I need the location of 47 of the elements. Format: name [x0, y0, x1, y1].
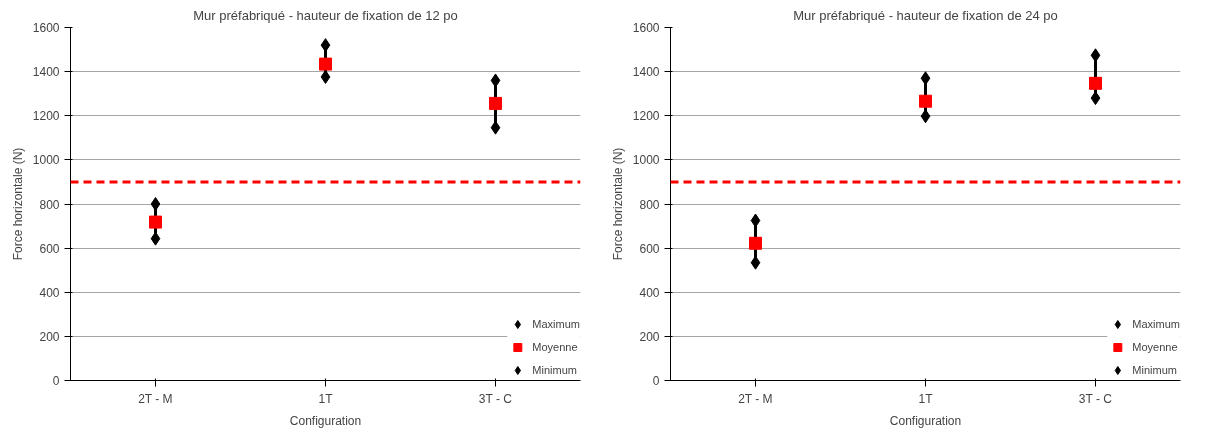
y-tick-label: 800 [39, 197, 60, 212]
point [1089, 76, 1102, 90]
y-axis-title: Force horizontale (N) [10, 147, 25, 261]
legend-label: Maximum [1132, 318, 1180, 330]
x-axis-title: Configuration [289, 413, 362, 428]
chart-title: Mur préfabriqué - hauteur de fixation de 12 po [193, 7, 458, 23]
legend-label: Moyenne [532, 341, 578, 353]
y-tick-label: 400 [639, 285, 660, 300]
point [919, 94, 932, 108]
legend-label: Moyenne [1132, 341, 1178, 353]
point [319, 57, 332, 71]
x-tick-label: 3T - C [478, 391, 513, 406]
y-tick-label: 200 [639, 329, 660, 344]
point [920, 109, 931, 124]
point [749, 236, 762, 250]
legend-label: Minimum [532, 364, 577, 376]
legend-label: Minimum [1132, 364, 1177, 376]
point [750, 213, 761, 228]
y-tick-label: 200 [39, 329, 60, 344]
y-tick-label: 1400 [32, 65, 60, 80]
y-tick-label: 0 [52, 374, 60, 388]
x-tick-label: 1T [318, 391, 334, 406]
y-tick-label: 1600 [632, 21, 660, 35]
point [149, 215, 162, 229]
y-tick-label: 1200 [632, 109, 660, 124]
y-tick-label: 1400 [632, 65, 660, 80]
y-tick-label: 400 [39, 285, 60, 300]
point [1090, 91, 1101, 106]
y-tick-label: 600 [39, 241, 60, 256]
chart-title: Mur préfabriqué - hauteur de fixation de 24 po [793, 7, 1058, 23]
point [489, 96, 502, 110]
point [320, 69, 331, 84]
x-axis-title: Configuration [889, 413, 962, 428]
y-tick-label: 1000 [32, 153, 60, 168]
y-tick-label: 1600 [32, 21, 60, 35]
y-tick-label: 800 [639, 197, 660, 212]
x-tick-label: 2T - M [738, 391, 773, 406]
y-tick-label: 600 [639, 241, 660, 256]
y-tick-label: 1200 [32, 109, 60, 124]
point [150, 197, 161, 211]
x-tick-label: 2T - M [138, 391, 173, 406]
x-tick-label: 1T [918, 391, 934, 406]
x-tick-label: 3T - C [1078, 391, 1113, 406]
y-tick-label: 0 [652, 374, 660, 388]
y-tick-label: 1000 [632, 153, 660, 168]
y-axis-title: Force horizontale (N) [610, 147, 625, 261]
legend-label: Maximum [532, 318, 580, 330]
